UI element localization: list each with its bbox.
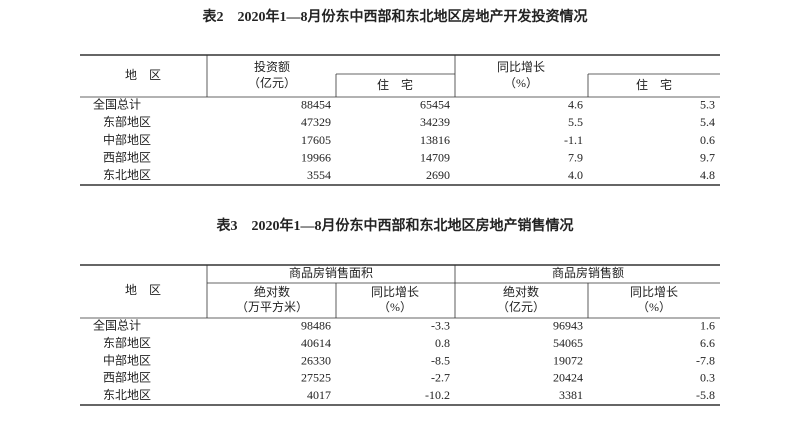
cell: 5.5 <box>568 115 583 129</box>
row-label: 东北地区 <box>103 388 151 402</box>
header: （%） <box>378 300 412 314</box>
header: 同比增长 <box>371 285 419 299</box>
cell: 3554 <box>307 168 331 182</box>
cell: -1.1 <box>564 133 583 147</box>
cell: 2690 <box>426 168 450 182</box>
cell: 34239 <box>420 115 450 129</box>
row-label: 中部地区 <box>103 132 151 147</box>
cell: 5.3 <box>700 98 715 112</box>
row-label: 东北地区 <box>103 168 151 182</box>
header: 住 宅 <box>377 77 413 92</box>
table-title: 表3 2020年1—8月份东中西部和东北地区房地产销售情况 <box>216 217 574 234</box>
cell: 4.6 <box>568 98 583 112</box>
header: （%） <box>637 300 671 314</box>
cell: -2.7 <box>431 371 450 385</box>
row-label: 东部地区 <box>103 114 151 129</box>
cell: 54065 <box>553 336 583 350</box>
header: 同比增长 <box>630 285 678 299</box>
cell: -8.5 <box>431 353 450 367</box>
header: 绝对数 <box>254 284 290 299</box>
header: （亿元） <box>497 299 545 314</box>
cell: 1.6 <box>700 318 715 332</box>
cell: 40614 <box>301 336 331 350</box>
cell: 4017 <box>307 388 331 402</box>
cell: 3381 <box>559 388 583 402</box>
cell: 6.6 <box>700 336 715 350</box>
cell: 13816 <box>420 133 450 147</box>
cell: 0.3 <box>700 371 715 385</box>
cell: 9.7 <box>700 150 715 164</box>
cell: 4.0 <box>568 168 583 182</box>
cell: 19072 <box>553 353 583 367</box>
cell: 27525 <box>301 371 331 385</box>
header: 同比增长 <box>497 60 545 74</box>
row-label: 全国总计 <box>93 317 141 332</box>
row-label: 西部地区 <box>103 149 151 164</box>
cell: 0.8 <box>435 336 450 350</box>
header: （万平方米） <box>236 299 308 314</box>
row-label: 中部地区 <box>103 352 151 367</box>
table-title: 表2 2020年1—8月份东中西部和东北地区房地产开发投资情况 <box>202 8 588 25</box>
cell: 98486 <box>301 318 331 332</box>
cell: -10.2 <box>425 388 450 402</box>
header: （亿元） <box>248 75 296 90</box>
header: 地 区 <box>125 283 161 297</box>
cell: 65454 <box>420 98 450 112</box>
cell: 14709 <box>420 150 450 164</box>
cell: 47329 <box>301 115 331 129</box>
cell: 17605 <box>301 133 331 147</box>
cell: 5.4 <box>700 115 715 129</box>
cell: -3.3 <box>431 318 450 332</box>
row-label: 东部地区 <box>103 335 151 350</box>
cell: -5.8 <box>696 388 715 402</box>
header: 商品房销售面积 <box>289 265 373 280</box>
header: 商品房销售额 <box>552 265 624 280</box>
cell: 26330 <box>301 353 331 367</box>
row-label: 全国总计 <box>93 97 141 112</box>
cell: 88454 <box>301 98 331 112</box>
cell: 7.9 <box>568 150 583 164</box>
cell: -7.8 <box>696 353 715 367</box>
cell: 19966 <box>301 150 331 164</box>
cell: 4.8 <box>700 168 715 182</box>
header: 投资额 <box>254 59 290 74</box>
header: 地 区 <box>125 68 161 82</box>
row-label: 西部地区 <box>103 370 151 385</box>
header: （%） <box>504 76 538 90</box>
header: 住 宅 <box>636 77 672 92</box>
cell: 96943 <box>553 318 583 332</box>
cell: 0.6 <box>700 133 715 147</box>
cell: 20424 <box>553 371 583 385</box>
header: 绝对数 <box>503 284 539 299</box>
